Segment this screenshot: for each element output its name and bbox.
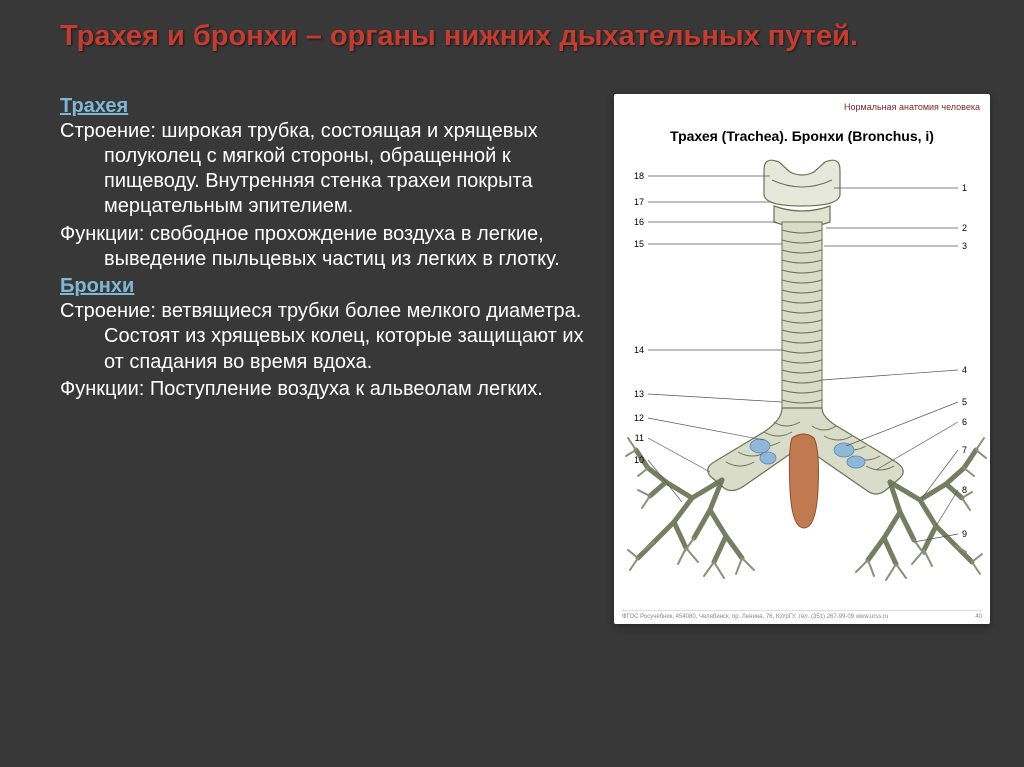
svg-text:6: 6 (962, 417, 967, 427)
label-numbers-right: 1 2 3 4 5 6 7 8 9 (962, 183, 967, 539)
svg-text:10: 10 (634, 455, 644, 465)
figure-publisher: ФГОС Росучебник, 454080, Челябинск, пр. … (622, 614, 888, 620)
anatomy-figure: Нормальная анатомия человека Трахея (Tra… (614, 94, 990, 624)
svg-text:1: 1 (962, 183, 967, 193)
trachea-bronchi-illustration: 181716 151413 121110 123 456 789 (614, 150, 990, 600)
figure-column: Нормальная анатомия человека Трахея (Tra… (614, 94, 994, 624)
trachea-structure: Строение: широкая трубка, состоящая и хр… (60, 119, 600, 220)
text-column: Трахея Строение: широкая трубка, состоящ… (60, 94, 600, 624)
figure-page-number: 40 (975, 614, 982, 620)
svg-text:2: 2 (962, 223, 967, 233)
svg-text:8: 8 (962, 485, 967, 495)
bronchi-heading: Бронхи (60, 274, 600, 299)
svg-text:17: 17 (634, 197, 644, 207)
trachea-heading: Трахея (60, 94, 600, 119)
content-row: Трахея Строение: широкая трубка, состоящ… (60, 94, 994, 624)
svg-text:13: 13 (634, 389, 644, 399)
svg-text:9: 9 (962, 529, 967, 539)
figure-series-label: Нормальная анатомия человека (844, 102, 980, 112)
svg-text:4: 4 (962, 365, 967, 375)
figure-caption: Трахея (Trachea). Бронхи (Bronchus, i) (614, 128, 990, 144)
svg-text:18: 18 (634, 171, 644, 181)
svg-text:14: 14 (634, 345, 644, 355)
figure-footer: ФГОС Росучебник, 454080, Челябинск, пр. … (622, 610, 982, 620)
svg-text:12: 12 (634, 413, 644, 423)
svg-text:15: 15 (634, 239, 644, 249)
bronchi-structure: Строение: ветвящиеся трубки более мелког… (60, 299, 600, 375)
svg-text:16: 16 (634, 217, 644, 227)
trachea-functions: Функции: свободное прохождение воздуха в… (60, 222, 600, 272)
larynx-icon (764, 160, 840, 227)
svg-text:3: 3 (962, 241, 967, 251)
svg-text:5: 5 (962, 397, 967, 407)
svg-text:7: 7 (962, 445, 967, 455)
bronchi-functions: Функции: Поступление воздуха к альвеолам… (60, 377, 600, 402)
page-title: Трахея и бронхи – органы нижних дыхатель… (60, 18, 994, 56)
label-numbers-left: 18 17 16 15 14 13 12 11 10 (634, 171, 644, 465)
svg-text:11: 11 (635, 433, 644, 443)
muscle-icon (789, 434, 818, 528)
